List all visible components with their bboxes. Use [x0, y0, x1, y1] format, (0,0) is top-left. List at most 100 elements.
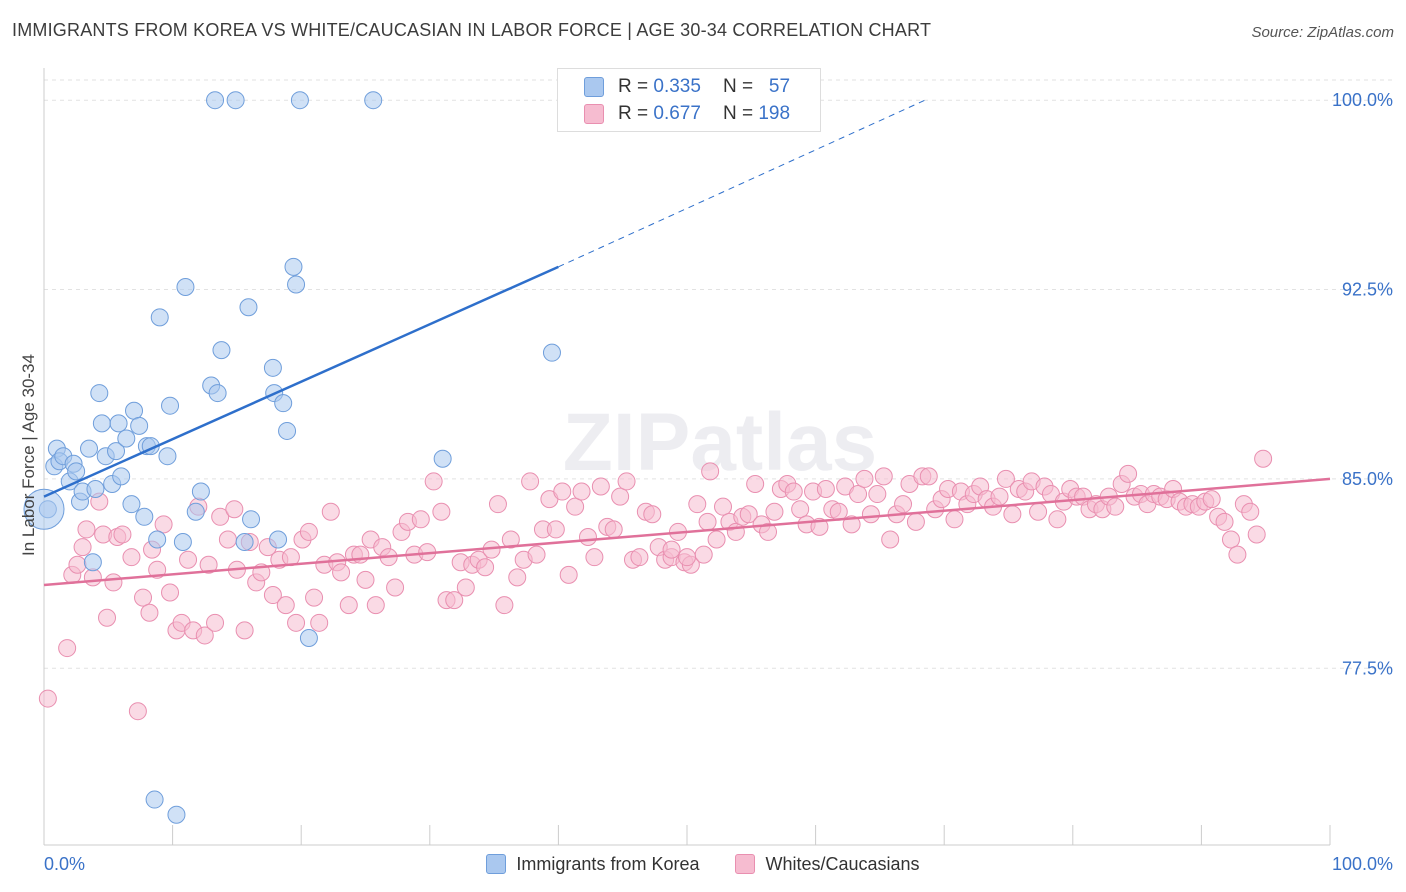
- legend-label-korea: Immigrants from Korea: [516, 853, 700, 874]
- point-white: [456, 578, 475, 597]
- stats-legend: R = 0.335 N = 57 R = 0.677 N = 198: [557, 68, 821, 132]
- point-white: [366, 596, 385, 615]
- trend-line-white: [43, 477, 1331, 587]
- point-korea: [107, 442, 126, 461]
- point-white: [179, 550, 198, 569]
- point-korea: [191, 482, 210, 501]
- point-white: [630, 548, 649, 567]
- legend-swatch-pink: [735, 854, 756, 874]
- r-value-korea: 0.335: [653, 76, 701, 97]
- point-white: [98, 608, 117, 627]
- point-white: [128, 702, 147, 721]
- point-white: [1106, 497, 1125, 516]
- point-white: [305, 588, 324, 607]
- point-white: [488, 495, 507, 514]
- point-white: [195, 626, 214, 645]
- point-white: [356, 570, 375, 589]
- point-korea: [242, 510, 261, 529]
- point-white: [521, 472, 540, 491]
- point-white: [154, 515, 173, 534]
- point-white: [906, 512, 925, 531]
- legend-item-white[interactable]: Whites/Caucasians: [735, 852, 920, 876]
- legend-item-korea[interactable]: Immigrants from Korea: [486, 852, 699, 876]
- point-white: [38, 689, 57, 708]
- point-white: [553, 482, 572, 501]
- x-tick-label: 0.0%: [44, 854, 85, 874]
- y-tick-label: 100.0%: [1332, 90, 1393, 110]
- point-white: [206, 613, 225, 632]
- point-white: [816, 480, 835, 499]
- point-korea: [67, 462, 86, 481]
- point-korea: [158, 447, 177, 466]
- point-white: [104, 573, 123, 592]
- point-korea: [299, 628, 318, 647]
- point-white: [386, 578, 405, 597]
- point-white: [527, 545, 546, 564]
- n-value-korea: 57: [768, 76, 791, 97]
- point-korea: [208, 384, 227, 403]
- point-white: [868, 485, 887, 504]
- n-label: N =: [722, 103, 754, 124]
- trend-lines: [43, 99, 1331, 587]
- point-white: [134, 588, 153, 607]
- point-white: [495, 596, 514, 615]
- point-white: [113, 525, 132, 544]
- point-white: [604, 520, 623, 539]
- series-legend: Immigrants from Korea Whites/Caucasians: [0, 852, 1406, 876]
- y-tick-label: 92.5%: [1342, 280, 1393, 300]
- point-white: [566, 497, 585, 516]
- stats-legend-row-white: R = 0.677 N = 198: [584, 102, 790, 126]
- point-korea: [226, 91, 245, 110]
- point-korea: [239, 298, 258, 317]
- point-korea: [274, 394, 293, 413]
- point-white: [310, 613, 329, 632]
- trend-line-korea: [43, 265, 559, 498]
- point-white: [1221, 530, 1240, 549]
- point-white: [1241, 502, 1260, 521]
- point-white: [321, 502, 340, 521]
- point-korea: [83, 553, 102, 572]
- point-white: [225, 500, 244, 519]
- point-korea: [135, 507, 154, 526]
- point-korea: [86, 480, 105, 499]
- point-korea: [130, 416, 149, 435]
- point-white: [707, 530, 726, 549]
- point-white: [476, 558, 495, 577]
- point-white: [784, 482, 803, 501]
- r-value-white: 0.677: [653, 103, 701, 124]
- point-white: [842, 515, 861, 534]
- point-korea: [125, 401, 144, 420]
- point-korea: [122, 495, 141, 514]
- point-korea: [109, 414, 128, 433]
- point-white: [122, 548, 141, 567]
- point-white: [591, 477, 610, 496]
- point-white: [218, 530, 237, 549]
- point-korea: [263, 358, 282, 377]
- point-white: [791, 500, 810, 519]
- point-white: [263, 586, 282, 605]
- point-white: [299, 522, 318, 541]
- trend-line-korea-extrapolated: [558, 99, 926, 268]
- point-korea: [112, 467, 131, 486]
- point-korea: [161, 396, 180, 415]
- point-white: [945, 510, 964, 529]
- point-korea: [145, 790, 164, 809]
- point-white: [1254, 449, 1273, 468]
- x-tick-label: 100.0%: [1332, 854, 1393, 874]
- point-white: [140, 603, 159, 622]
- point-korea: [269, 530, 288, 549]
- point-white: [694, 545, 713, 564]
- point-white: [894, 495, 913, 514]
- point-korea: [278, 421, 297, 440]
- point-korea: [364, 91, 383, 110]
- point-korea: [542, 343, 561, 362]
- point-white: [701, 462, 720, 481]
- n-value-white: 198: [758, 103, 791, 124]
- point-white: [1119, 464, 1138, 483]
- point-white: [559, 565, 578, 584]
- point-white: [1215, 512, 1234, 531]
- legend-swatch-blue: [486, 854, 507, 874]
- point-white: [919, 467, 938, 486]
- point-white: [445, 591, 464, 610]
